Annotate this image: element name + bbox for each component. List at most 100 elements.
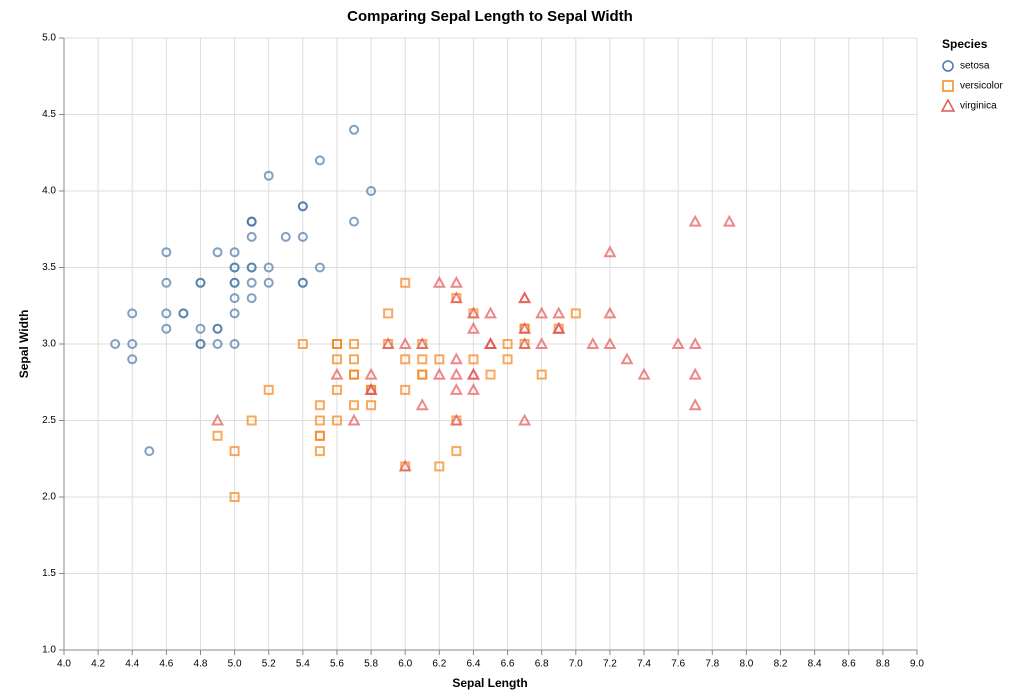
point	[297, 231, 308, 242]
x-tick-label: 4.4	[125, 659, 139, 670]
point	[484, 306, 497, 319]
point	[688, 337, 702, 349]
point	[314, 446, 325, 457]
y-tick-label: 3.5	[42, 262, 56, 273]
point	[415, 398, 429, 411]
point	[280, 231, 291, 242]
point	[518, 291, 532, 304]
point	[127, 308, 138, 319]
point	[381, 337, 395, 349]
x-tick-label: 4.2	[91, 659, 105, 670]
point	[637, 367, 651, 380]
point	[331, 339, 342, 349]
point	[246, 231, 257, 242]
point	[349, 400, 360, 411]
point	[330, 367, 344, 380]
point	[349, 339, 360, 349]
legend-label: virginica	[960, 101, 997, 112]
x-tick-label: 5.8	[364, 659, 378, 670]
point	[449, 413, 463, 426]
point	[246, 216, 257, 227]
point	[366, 400, 377, 411]
point	[535, 337, 549, 349]
point	[314, 400, 325, 411]
point	[398, 337, 412, 349]
point	[417, 369, 428, 380]
point	[161, 323, 172, 334]
point	[603, 337, 617, 349]
point	[229, 262, 240, 273]
point	[552, 321, 566, 334]
x-tick-label: 7.8	[705, 659, 719, 670]
point	[570, 308, 581, 319]
point	[366, 186, 377, 196]
point	[229, 446, 240, 457]
x-tick-label: 7.2	[603, 659, 617, 670]
point	[364, 383, 378, 395]
y-tick-label: 4.0	[42, 186, 56, 197]
point	[195, 339, 206, 349]
x-tick-label: 6.0	[398, 659, 412, 670]
point	[415, 337, 429, 349]
point	[347, 413, 361, 426]
point	[161, 308, 172, 319]
point	[263, 262, 274, 273]
y-tick-label: 5.0	[42, 33, 56, 44]
point	[400, 354, 411, 365]
point	[434, 461, 445, 472]
point	[229, 492, 240, 502]
y-tick-label: 4.5	[42, 109, 56, 120]
point	[127, 354, 138, 365]
x-tick-label: 8.4	[808, 659, 822, 670]
point	[502, 339, 513, 349]
x-tick-label: 7.4	[637, 659, 651, 670]
y-tick-label: 2.5	[42, 415, 56, 426]
point	[127, 339, 138, 349]
point	[314, 415, 325, 426]
point	[229, 308, 240, 319]
chart-title: Comparing Sepal Length to Sepal Width	[347, 8, 633, 25]
point	[671, 337, 685, 349]
point	[349, 124, 360, 135]
point	[178, 308, 189, 319]
point	[518, 413, 532, 426]
point	[688, 214, 702, 227]
point	[400, 384, 411, 395]
y-axis-title: Sepal Width	[17, 310, 31, 379]
point	[688, 367, 702, 380]
point	[518, 321, 532, 334]
point	[451, 446, 462, 457]
x-tick-label: 8.6	[842, 659, 856, 670]
point	[331, 415, 342, 426]
point	[722, 214, 736, 227]
x-tick-label: 4.0	[57, 659, 71, 670]
legend-label: versicolor	[960, 81, 1003, 92]
point	[536, 369, 547, 380]
point	[466, 306, 480, 319]
x-tick-label: 6.8	[535, 659, 549, 670]
point	[449, 275, 463, 288]
legend-marker	[940, 98, 956, 112]
y-tick-label: 1.0	[42, 645, 56, 656]
point	[466, 383, 480, 395]
point	[246, 277, 257, 288]
x-tick-label: 8.0	[739, 659, 753, 670]
x-tick-label: 5.2	[262, 659, 276, 670]
point	[468, 354, 479, 365]
legend-title: Species	[942, 37, 988, 51]
point	[484, 337, 497, 349]
point	[263, 170, 274, 181]
point	[314, 430, 325, 441]
point	[449, 291, 463, 304]
x-tick-label: 8.2	[774, 659, 788, 670]
point	[432, 367, 446, 380]
point	[535, 306, 549, 319]
point	[246, 415, 257, 426]
y-tick-label: 2.0	[42, 492, 56, 503]
point	[364, 367, 378, 380]
point	[586, 337, 600, 349]
point	[229, 293, 240, 304]
point	[229, 247, 240, 258]
point	[466, 367, 480, 380]
legend-marker	[942, 80, 954, 92]
